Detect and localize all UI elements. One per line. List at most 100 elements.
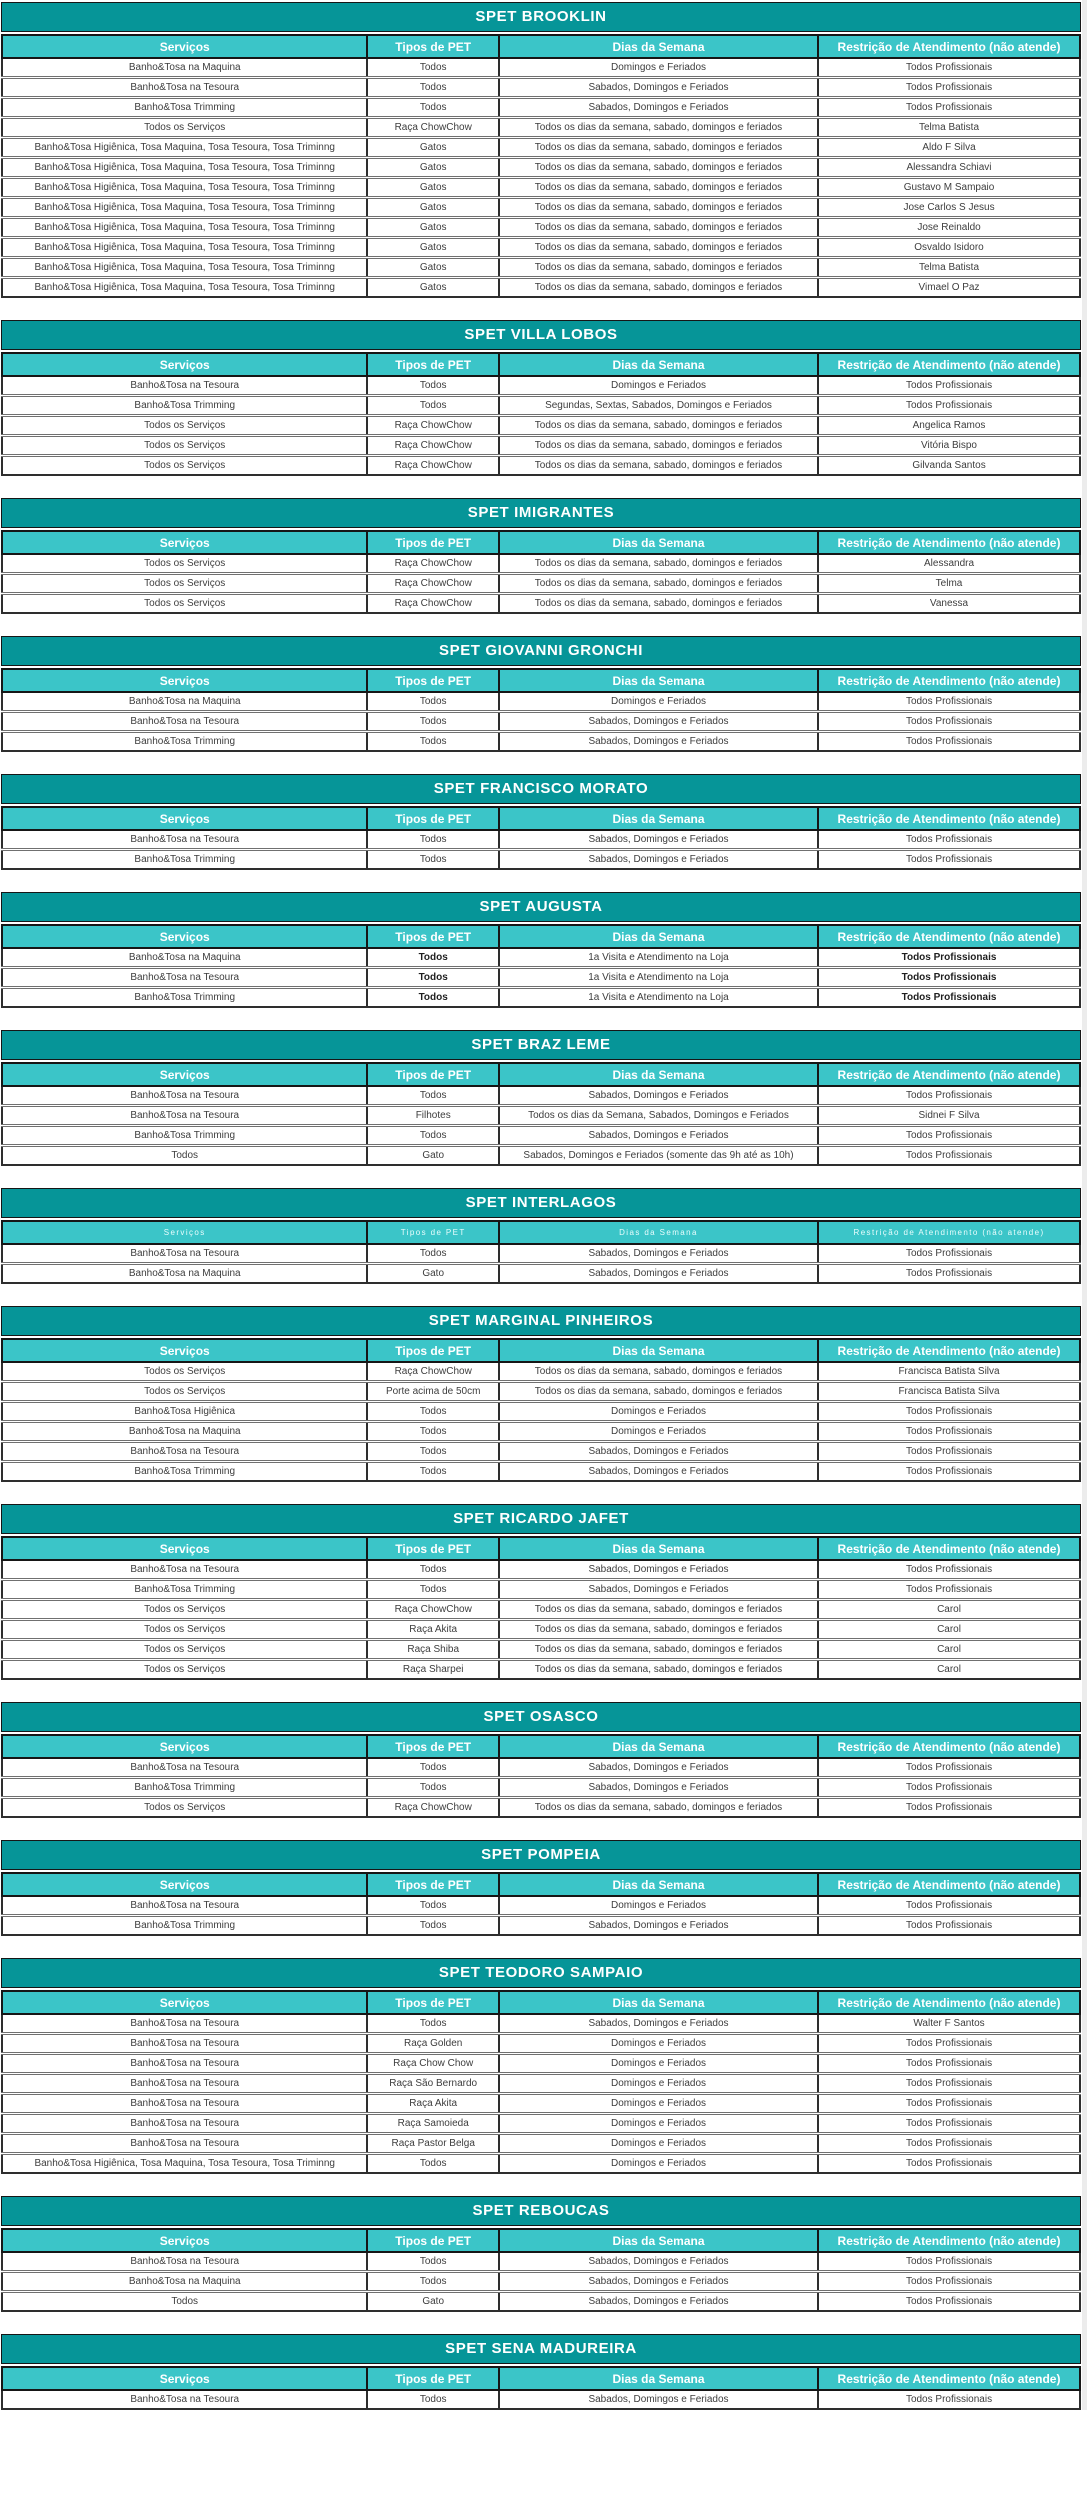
- table-cell: Todos os dias da semana, sabado, domingo…: [497, 593, 820, 614]
- column-header: Dias da Semana: [497, 1338, 820, 1363]
- table-row: Banho&Tosa na Maquina Todos Sabados, Domin…: [0, 2271, 1081, 2293]
- schedule-table: Serviços Tipos de PET Dias da Semana Restri…: [0, 2228, 1081, 2312]
- header-row: Serviços Tipos de PET Dias da Semana Restri…: [0, 1220, 1081, 1245]
- table-cell: Domingos e Feriados: [497, 57, 820, 79]
- table-row: Banho&Tosa na Tesoura Raça Samoieda Doming…: [0, 2113, 1081, 2135]
- table-cell: Sabados, Domingos e Feriados: [497, 77, 820, 99]
- table-title: SPET FRANCISCO MORATO: [1, 774, 1081, 804]
- table-cell: Sabados, Domingos e Feriados: [497, 2291, 820, 2312]
- column-header: Tipos de PET: [366, 1872, 500, 1897]
- table-cell: Todos Profissionais: [817, 2389, 1081, 2410]
- table-cell: Todos: [366, 2251, 500, 2273]
- table-cell: Todos: [366, 1401, 500, 1423]
- table-row: Banho&Tosa Higiênica, Tosa Maquina, Tosa…: [0, 257, 1081, 279]
- table-cell: Todos: [366, 395, 500, 417]
- column-header: Serviços: [0, 34, 369, 59]
- table-cell: Banho&Tosa Trimming: [0, 1915, 369, 1936]
- table-cell: Todos Profissionais: [817, 1579, 1081, 1601]
- table-cell: Banho&Tosa Trimming: [0, 1461, 369, 1482]
- table-cell: Todos os dias da semana, sabado, domingo…: [497, 1659, 820, 1680]
- table-cell: Banho&Tosa na Tesoura: [0, 1559, 369, 1581]
- table-title: SPET IMIGRANTES: [1, 498, 1081, 528]
- table-cell: Gato: [366, 1263, 500, 1284]
- header-row: Serviços Tipos de PET Dias da Semana Restri…: [0, 806, 1081, 831]
- table-cell: Todos: [366, 1085, 500, 1107]
- column-header: Restrição de Atendimento (não atende): [817, 352, 1081, 377]
- table-row: Banho&Tosa na Tesoura Raça Pastor Belga Do…: [0, 2133, 1081, 2155]
- table-cell: Gato: [366, 1145, 500, 1166]
- table-cell: Sabados, Domingos e Feriados: [497, 1085, 820, 1107]
- column-header: Tipos de PET: [366, 1220, 500, 1245]
- table-cell: Sabados, Domingos e Feriados: [497, 849, 820, 870]
- table-row: Banho&Tosa na Tesoura Filhotes Todos os di…: [0, 1105, 1081, 1127]
- table-cell: Todos Profissionais: [817, 1757, 1081, 1779]
- table-cell: Todos os dias da semana, sabado, domingo…: [497, 257, 820, 279]
- table-cell: Gatos: [366, 197, 500, 219]
- column-header: Serviços: [0, 2366, 369, 2391]
- table-cell: Banho&Tosa na Tesoura: [0, 2053, 369, 2075]
- table-cell: Domingos e Feriados: [497, 1895, 820, 1917]
- column-header: Dias da Semana: [497, 530, 820, 555]
- table-cell: Banho&Tosa na Tesoura: [0, 2073, 369, 2095]
- table-cell: Todos os Serviços: [0, 1619, 369, 1641]
- table-row: Todos os Serviços Raça Sharpei Todos os di…: [0, 1659, 1081, 1680]
- table-cell: Todos os dias da semana, sabado, domingo…: [497, 1361, 820, 1383]
- table-cell: Todos: [366, 849, 500, 870]
- table-row: Todos os Serviços Raça ChowChow Todos os d…: [0, 435, 1081, 457]
- table-cell: Domingos e Feriados: [497, 2113, 820, 2135]
- table-cell: Sabados, Domingos e Feriados: [497, 2013, 820, 2035]
- table-cell: Todos Profissionais: [817, 375, 1081, 397]
- table-cell: Todos: [366, 1895, 500, 1917]
- table-cell: Gilvanda Santos: [817, 455, 1081, 476]
- table-cell: Sabados, Domingos e Feriados: [497, 1263, 820, 1284]
- table-cell: Todos os dias da semana, sabado, domingo…: [497, 1381, 820, 1403]
- table-cell: Todos Profissionais: [817, 2251, 1081, 2273]
- table-cell: Todos os Serviços: [0, 1639, 369, 1661]
- table-cell: Todos: [366, 1125, 500, 1147]
- table-row: Banho&Tosa Trimming Todos 1a Visita e Aten…: [0, 987, 1081, 1008]
- table-cell: Banho&Tosa na Maquina: [0, 691, 369, 713]
- table-cell: Todos Profissionais: [817, 2113, 1081, 2135]
- table-cell: Gatos: [366, 217, 500, 239]
- column-header: Restrição de Atendimento (não atende): [817, 1872, 1081, 1897]
- table-cell: Raça ChowChow: [366, 573, 500, 595]
- table-cell: Todos os dias da semana, sabado, domingo…: [497, 1639, 820, 1661]
- table-cell: Vimael O Paz: [817, 277, 1081, 298]
- table-row: Banho&Tosa na Tesoura Todos Sabados, Domin…: [0, 1085, 1081, 1107]
- column-header: Tipos de PET: [366, 806, 500, 831]
- column-header: Restrição de Atendimento (não atende): [817, 668, 1081, 693]
- table-cell: Todos os dias da semana, sabado, domingo…: [497, 157, 820, 179]
- table-cell: Segundas, Sextas, Sabados, Domingos e Fe…: [497, 395, 820, 417]
- table-cell: Todos Profissionais: [817, 77, 1081, 99]
- table-row: Banho&Tosa na Tesoura Todos Sabados, Domin…: [0, 711, 1081, 733]
- table-cell: Sidnei F Silva: [817, 1105, 1081, 1127]
- table-cell: Todos: [366, 829, 500, 851]
- table-cell: Todos os dias da semana, sabado, domingo…: [497, 573, 820, 595]
- table-cell: Banho&Tosa Higiênica, Tosa Maquina, Tosa…: [0, 277, 369, 298]
- table-cell: Todos: [366, 691, 500, 713]
- schedule-table: Serviços Tipos de PET Dias da Semana Restri…: [0, 1220, 1081, 1284]
- table-cell: Todos Profissionais: [817, 1915, 1081, 1936]
- table-cell: Sabados, Domingos e Feriados: [497, 1915, 820, 1936]
- table-cell: Banho&Tosa na Tesoura: [0, 2033, 369, 2055]
- table-cell: Todos os dias da semana, sabado, domingo…: [497, 197, 820, 219]
- table-cell: Gatos: [366, 137, 500, 159]
- table-cell: Todos: [366, 1441, 500, 1463]
- table-cell: Domingos e Feriados: [497, 2033, 820, 2055]
- header-row: Serviços Tipos de PET Dias da Semana Restri…: [0, 1062, 1081, 1087]
- table-cell: Banho&Tosa na Tesoura: [0, 77, 369, 99]
- header-row: Serviços Tipos de PET Dias da Semana Restri…: [0, 1338, 1081, 1363]
- table-section: SPET BRAZ LEME Serviços Tipos de PET Dias d…: [0, 1030, 1081, 1166]
- schedule-table: Serviços Tipos de PET Dias da Semana Restri…: [0, 1990, 1081, 2174]
- table-cell: 1a Visita e Atendimento na Loja: [497, 987, 820, 1008]
- column-header: Restrição de Atendimento (não atende): [817, 1734, 1081, 1759]
- table-section: SPET TEODORO SAMPAIO Serviços Tipos de PET…: [0, 1958, 1081, 2174]
- table-cell: Todos Profissionais: [817, 2133, 1081, 2155]
- table-cell: Todos: [366, 2153, 500, 2174]
- table-cell: Todos Profissionais: [817, 1421, 1081, 1443]
- table-row: Todos os Serviços Raça ChowChow Todos os d…: [0, 553, 1081, 575]
- column-header: Restrição de Atendimento (não atende): [817, 2228, 1081, 2253]
- table-cell: Gato: [366, 2291, 500, 2312]
- table-cell: Todos Profissionais: [817, 2033, 1081, 2055]
- table-cell: Todos os dias da semana, sabado, domingo…: [497, 455, 820, 476]
